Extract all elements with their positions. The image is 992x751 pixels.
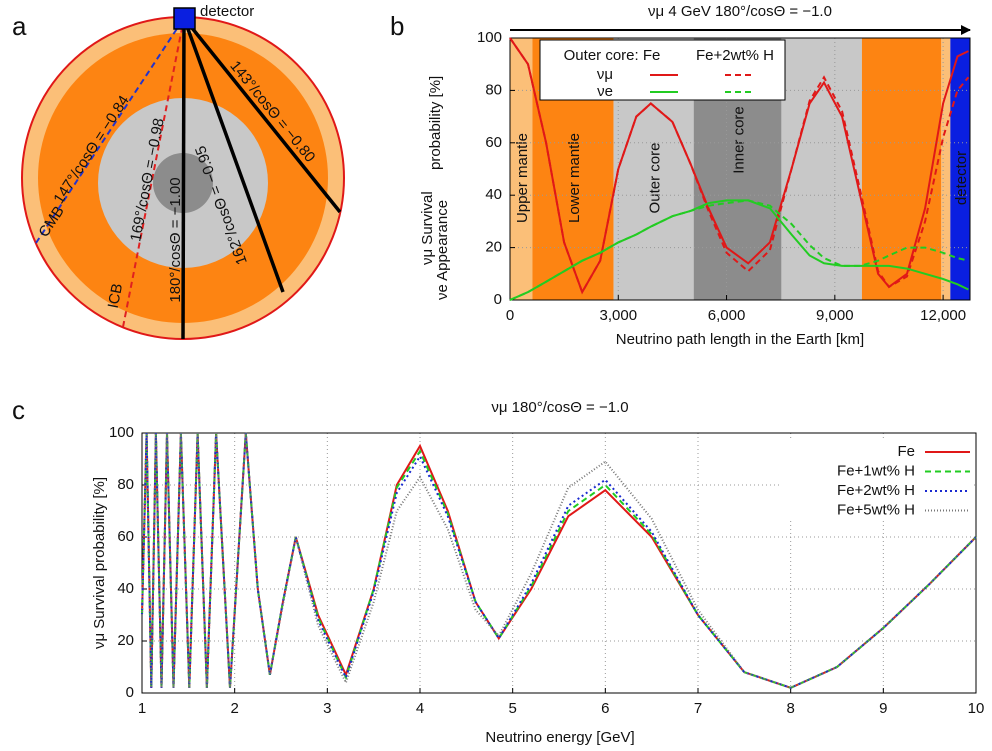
y-axis-label: probability [%] [427, 76, 444, 170]
y-tick-label: 80 [117, 476, 134, 493]
path-line [182, 17, 285, 293]
y-tick-label: 0 [494, 291, 502, 308]
x-tick-label: 8 [786, 700, 794, 717]
series-line [141, 432, 977, 689]
region [510, 38, 533, 300]
y-tick-label: 20 [117, 632, 134, 649]
series-line [141, 432, 977, 689]
region-label: Upper mantle [514, 133, 531, 223]
region-label: Inner core [731, 106, 748, 174]
y-tick-label: 20 [485, 239, 502, 256]
panel-label: c [12, 395, 25, 425]
y-tick-label: 100 [477, 29, 502, 46]
y-tick-label: 60 [117, 528, 134, 545]
chart-title: νμ 4 GeV 180°/cosΘ = −1.0 [648, 3, 832, 20]
y-tick-label: 80 [485, 81, 502, 98]
legend-label: Fe+5wt% H [837, 501, 915, 518]
plot-frame [141, 432, 977, 694]
y-tick-label: 40 [117, 580, 134, 597]
region [941, 38, 951, 300]
x-tick-label: 6 [601, 700, 609, 717]
x-axis-label: Neutrino path length in the Earth [km] [616, 331, 864, 348]
x-tick-label: 3 [323, 700, 331, 717]
x-tick-label: 4 [416, 700, 424, 717]
legend-box [780, 441, 972, 521]
x-tick-label: 2 [230, 700, 238, 717]
series-line [509, 37, 969, 295]
legend-row: νμ [597, 66, 613, 83]
panel-label: b [390, 11, 404, 41]
legend-label: Fe+2wt% H [837, 482, 915, 499]
x-tick-label: 9,000 [816, 307, 854, 324]
region [781, 38, 862, 300]
x-tick-label: 12,000 [920, 307, 966, 324]
x-tick-label: 10 [968, 700, 985, 717]
region-label: Lower mantle [566, 133, 583, 223]
legend-box [539, 39, 786, 101]
path-line [35, 17, 185, 244]
chart-title: νμ 180°/cosΘ = −1.0 [491, 399, 628, 416]
y-tick-label: 100 [109, 424, 134, 441]
boundary-label: ICB [105, 282, 126, 310]
angle-label: 180°/cosΘ = −1.00 [167, 177, 184, 302]
path-line [178, 17, 189, 340]
x-tick-label: 9 [879, 700, 887, 717]
region-label: Outer core [647, 143, 664, 214]
y-axis-label: νμ Survival [419, 191, 436, 265]
plot-frame [509, 37, 971, 301]
legend-header: Fe+2wt% H [696, 47, 774, 64]
legend-label: Fe+1wt% H [837, 462, 915, 479]
detector-label: detector [200, 3, 254, 20]
x-axis-label: Neutrino energy [GeV] [485, 729, 634, 746]
legend-header: Outer core: Fe [564, 47, 661, 64]
legend-row: νe [597, 83, 613, 100]
y-tick-label: 0 [126, 684, 134, 701]
path-line [122, 17, 185, 328]
x-tick-label: 6,000 [708, 307, 746, 324]
region-label: detector [953, 151, 970, 205]
x-tick-label: 3,000 [600, 307, 638, 324]
detector-box [173, 7, 196, 30]
region [861, 38, 942, 300]
panel-label: a [12, 11, 27, 41]
series-line [509, 199, 969, 301]
path-line [182, 16, 342, 214]
x-tick-label: 7 [694, 700, 702, 717]
y-tick-label: 40 [485, 186, 502, 203]
legend-label: Fe [897, 443, 915, 460]
y-axis-label: νμ Survival probability [%] [91, 477, 108, 649]
x-tick-label: 1 [138, 700, 146, 717]
y-tick-label: 60 [485, 134, 502, 151]
x-tick-label: 0 [506, 307, 514, 324]
x-tick-label: 5 [508, 700, 516, 717]
y-axis-label: νe Appearance [434, 200, 451, 300]
region [950, 38, 970, 300]
